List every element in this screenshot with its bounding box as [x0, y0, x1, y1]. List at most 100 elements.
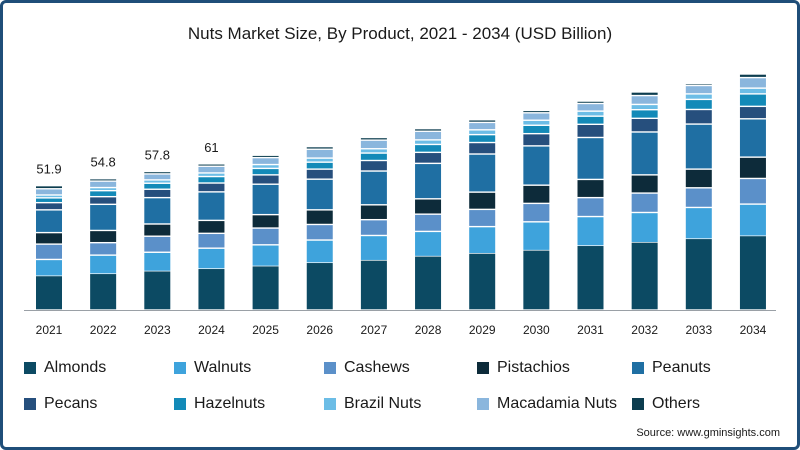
bar-segment-brazil-nuts-2025: [252, 165, 279, 168]
total-label-2022: 54.8: [90, 155, 115, 170]
bar-segment-cashews-2027: [360, 220, 387, 235]
bar-segment-peanuts-2029: [469, 154, 496, 192]
bar-segment-hazelnuts-2022: [90, 191, 117, 196]
bar-segment-walnuts-2030: [523, 222, 550, 250]
bar-segment-macadamia-nuts-2026: [306, 149, 333, 158]
bar-segment-brazil-nuts-2027: [360, 149, 387, 153]
bar-segment-cashews-2026: [306, 225, 333, 240]
bar-segment-others-2028: [415, 129, 442, 131]
legend-label-cashews: Cashews: [344, 359, 410, 376]
bar-segment-hazelnuts-2028: [415, 145, 442, 152]
bar-segment-macadamia-nuts-2031: [577, 104, 604, 111]
bar-segment-almonds-2029: [469, 253, 496, 310]
bar-segment-brazil-nuts-2033: [685, 94, 712, 99]
bar-segment-peanuts-2024: [198, 192, 225, 220]
legend-swatch-pistachios: [477, 362, 489, 374]
bar-segment-walnuts-2026: [306, 240, 333, 263]
bar-segment-pistachios-2022: [90, 231, 117, 242]
legend-item-hazelnuts: Hazelnuts: [174, 391, 324, 417]
legend-item-almonds: Almonds: [24, 355, 174, 381]
legend-item-peanuts: Peanuts: [632, 355, 782, 381]
bar-segment-hazelnuts-2023: [144, 183, 171, 189]
legend-swatch-others: [632, 398, 644, 410]
bar-segment-cashews-2021: [36, 244, 62, 259]
bar-segment-pistachios-2032: [631, 175, 658, 193]
x-tick-label-2030: 2030: [523, 323, 550, 337]
bar-segment-hazelnuts-2026: [306, 162, 333, 169]
chart-title: Nuts Market Size, By Product, 2021 - 203…: [187, 24, 613, 43]
bar-segment-pistachios-2029: [469, 192, 496, 209]
bar-segment-pistachios-2030: [523, 185, 550, 203]
legend-label-macadamia-nuts: Macadamia Nuts: [497, 395, 618, 412]
bar-segment-cashews-2032: [631, 193, 658, 212]
bar-segment-others-2023: [144, 172, 171, 174]
bar-segment-pecans-2031: [577, 125, 604, 137]
bar-segment-hazelnuts-2021: [36, 198, 62, 202]
bar-segment-pecans-2034: [739, 107, 766, 119]
bar-segment-macadamia-nuts-2030: [523, 113, 550, 120]
bar-segment-pistachios-2031: [577, 180, 604, 197]
bar-segment-macadamia-nuts-2034: [739, 78, 766, 88]
legend-item-pecans: Pecans: [24, 391, 174, 417]
bar-segment-peanuts-2026: [306, 179, 333, 210]
legend-swatch-hazelnuts: [174, 398, 186, 410]
bar-segment-pecans-2023: [144, 189, 171, 197]
bar-segment-others-2022: [90, 179, 117, 181]
bar-segment-pistachios-2027: [360, 205, 387, 219]
x-tick-label-2024: 2024: [198, 323, 225, 337]
bar-segment-macadamia-nuts-2027: [360, 140, 387, 149]
bar-segment-peanuts-2031: [577, 138, 604, 179]
legend-swatch-peanuts: [632, 362, 644, 374]
bar-segment-hazelnuts-2024: [198, 177, 225, 183]
bar-segment-brazil-nuts-2028: [415, 140, 442, 144]
legend-swatch-brazil-nuts: [324, 398, 336, 410]
bar-segment-macadamia-nuts-2021: [36, 189, 62, 195]
bar-segment-walnuts-2028: [415, 232, 442, 256]
bar-segment-brazil-nuts-2031: [577, 111, 604, 116]
bar-segment-others-2026: [306, 147, 333, 149]
bar-segment-others-2032: [631, 92, 658, 95]
bar-segment-cashews-2030: [523, 204, 550, 222]
bar-segment-almonds-2027: [360, 260, 387, 310]
bar-segment-peanuts-2033: [685, 124, 712, 169]
legend-label-brazil-nuts: Brazil Nuts: [344, 395, 422, 412]
bar-segment-peanuts-2034: [739, 119, 766, 157]
bar-segment-walnuts-2021: [36, 260, 62, 276]
legend-swatch-walnuts: [174, 362, 186, 374]
bar-segment-almonds-2025: [252, 266, 279, 310]
bar-segment-macadamia-nuts-2033: [685, 86, 712, 94]
bar-segment-hazelnuts-2027: [360, 153, 387, 160]
bar-segment-cashews-2029: [469, 210, 496, 226]
bar-segment-cashews-2025: [252, 228, 279, 245]
bar-segment-macadamia-nuts-2029: [469, 123, 496, 130]
bar-segment-peanuts-2025: [252, 184, 279, 214]
bar-segment-hazelnuts-2033: [685, 100, 712, 109]
bar-segment-hazelnuts-2032: [631, 110, 658, 118]
bar-segment-brazil-nuts-2029: [469, 130, 496, 134]
total-label-2024: 61: [204, 140, 218, 155]
bar-segment-walnuts-2033: [685, 208, 712, 239]
legend-label-hazelnuts: Hazelnuts: [194, 395, 266, 412]
bar-segment-walnuts-2022: [90, 255, 117, 274]
x-tick-label-2028: 2028: [415, 323, 442, 337]
bar-segment-brazil-nuts-2021: [36, 195, 62, 198]
bar-segment-pistachios-2033: [685, 169, 712, 188]
x-tick-labels: 2021 2022 2023 2024 2025 2026 2027 2028 2029 2030…: [36, 323, 767, 337]
legend-label-pistachios: Pistachios: [497, 359, 570, 376]
bar-segment-hazelnuts-2025: [252, 169, 279, 175]
x-tick-label-2027: 2027: [361, 323, 388, 337]
bar-segment-macadamia-nuts-2024: [198, 166, 225, 173]
bar-segment-others-2031: [577, 101, 604, 103]
bar-segment-peanuts-2022: [90, 205, 117, 230]
bar-segment-others-2027: [360, 138, 387, 140]
bar-segment-pistachios-2026: [306, 210, 333, 224]
bar-segment-peanuts-2028: [415, 164, 442, 199]
bar-segment-pecans-2028: [415, 153, 442, 163]
x-tick-label-2022: 2022: [90, 323, 117, 337]
x-tick-label-2031: 2031: [577, 323, 604, 337]
bar-segment-almonds-2026: [306, 263, 333, 310]
bar-segment-pistachios-2034: [739, 157, 766, 178]
bar-segment-almonds-2031: [577, 246, 604, 310]
x-tick-label-2029: 2029: [469, 323, 496, 337]
